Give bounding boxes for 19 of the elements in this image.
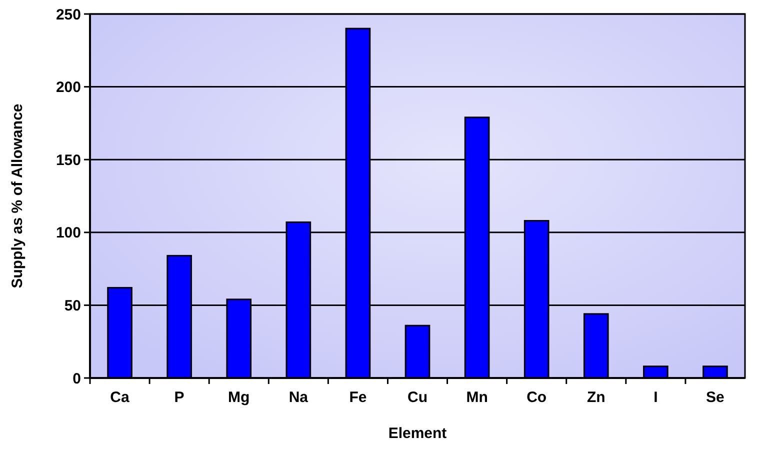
x-axis-title: Element <box>388 425 447 442</box>
x-tick-label: Mg <box>228 389 250 406</box>
x-tick-label: Zn <box>586 389 606 406</box>
x-tick-label: Fe <box>349 389 367 406</box>
x-tick-label: Co <box>526 389 547 406</box>
y-tick-label: 150 <box>56 152 81 169</box>
x-tick-label: I <box>654 389 658 406</box>
x-tick-label: Cu <box>408 389 428 406</box>
x-tick-label: Mn <box>466 389 488 406</box>
x-tick-label: Se <box>706 389 724 406</box>
y-tick-label: 250 <box>56 6 81 24</box>
x-tick-label: Ca <box>110 389 130 406</box>
y-axis-title: Supply as % of Allowance <box>9 104 26 288</box>
x-tick-label: Na <box>288 389 309 406</box>
y-tick-label: 200 <box>56 79 81 96</box>
y-tick-label: 100 <box>56 224 81 242</box>
x-tick-label: P <box>174 389 184 406</box>
y-tick-label: 50 <box>64 297 81 314</box>
y-tick-label: 0 <box>72 370 81 388</box>
